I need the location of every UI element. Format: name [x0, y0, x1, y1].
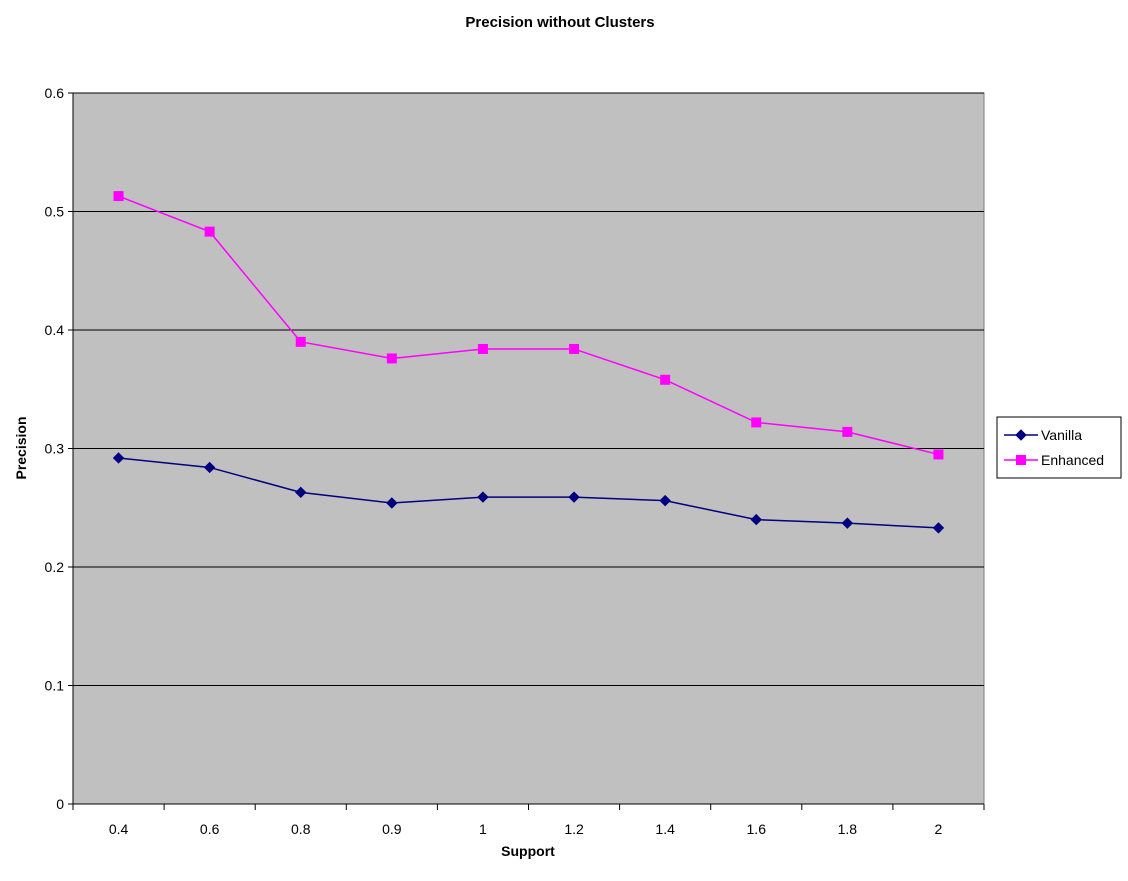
- legend-label-enhanced: Enhanced: [1041, 452, 1104, 468]
- series-line-vanilla: [118, 457, 939, 529]
- x-tick-label-5: 1.2: [564, 821, 584, 837]
- data-point-vanilla-9: [932, 522, 945, 534]
- x-tick-label-7: 1.6: [747, 821, 767, 837]
- series-vanilla: [112, 452, 945, 534]
- legend-marker-enhanced: [1016, 455, 1026, 465]
- data-point-vanilla-6: [659, 494, 671, 507]
- series-line-enhanced: [118, 195, 939, 456]
- y-tick-label-2: 0.2: [45, 559, 65, 575]
- legend-box: [996, 416, 1122, 479]
- series-enhanced: [113, 191, 944, 460]
- data-point-vanilla-3: [386, 497, 398, 509]
- legend-item-vanilla: Vanilla: [1004, 427, 1082, 443]
- x-tick-label-4: 1: [479, 821, 487, 837]
- data-point-enhanced-5: [569, 343, 580, 354]
- data-point-vanilla-4: [477, 491, 489, 503]
- data-point-enhanced-6: [660, 374, 671, 385]
- y-tick-label-3: 0.3: [45, 441, 65, 457]
- data-point-enhanced-9: [933, 449, 944, 460]
- data-point-enhanced-0: [113, 191, 124, 202]
- x-tick-label-3: 0.9: [382, 821, 402, 837]
- x-axis-title: Support: [501, 843, 555, 859]
- legend: Vanilla Enhanced: [996, 416, 1122, 479]
- y-tick-label-5: 0.5: [45, 204, 65, 220]
- data-point-enhanced-8: [842, 426, 853, 437]
- data-point-vanilla-2: [295, 486, 307, 499]
- x-tick-label-8: 1.8: [838, 821, 858, 837]
- data-point-vanilla-5: [568, 491, 580, 503]
- data-point-enhanced-2: [295, 336, 306, 347]
- x-tick-label-6: 1.4: [655, 821, 675, 837]
- x-tick-label-0: 0.4: [109, 821, 129, 837]
- series-lines: [112, 191, 945, 534]
- y-tick-label-1: 0.1: [45, 678, 65, 694]
- data-point-enhanced-7: [751, 417, 762, 428]
- x-tick-label-2: 0.8: [291, 821, 311, 837]
- data-point-enhanced-1: [204, 226, 215, 237]
- data-point-enhanced-4: [477, 343, 488, 354]
- x-tick-label-9: 2: [935, 821, 943, 837]
- data-point-vanilla-7: [750, 513, 762, 526]
- y-tick-label-0: 0: [56, 796, 64, 812]
- y-axis-title: Precision: [13, 416, 29, 479]
- legend-label-vanilla: Vanilla: [1041, 427, 1082, 443]
- axes: 0 0.1 0.2 0.3 0.4 0.5 0.6 0.4 0.6 0.8 0.9 1 1.2 1.4 1.…: [45, 85, 985, 837]
- chart-title: Precision without Clusters: [465, 14, 654, 31]
- legend-marker-vanilla: [1015, 429, 1027, 441]
- y-tick-label-4: 0.4: [45, 322, 65, 338]
- data-point-vanilla-1: [203, 461, 216, 474]
- data-point-enhanced-3: [386, 353, 397, 364]
- x-tick-label-1: 0.6: [200, 821, 220, 837]
- gridlines: [73, 92, 984, 686]
- data-point-vanilla-0: [112, 452, 125, 464]
- legend-item-enhanced: Enhanced: [1004, 452, 1104, 468]
- y-tick-label-6: 0.6: [45, 85, 65, 101]
- data-point-vanilla-8: [841, 517, 854, 529]
